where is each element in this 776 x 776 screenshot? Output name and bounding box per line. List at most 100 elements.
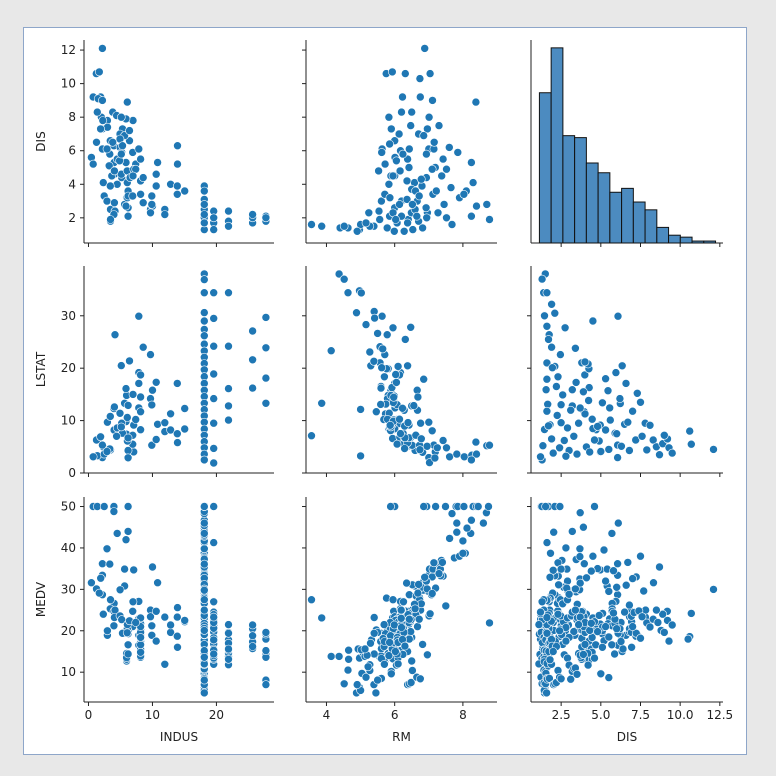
scatter-point-dis-vs-rm [412, 211, 422, 221]
scatter-point-medv-vs-indus [200, 559, 209, 569]
scatter-point-medv-vs-indus [200, 502, 209, 511]
scatter-point-medv-vs-dis [571, 605, 580, 615]
scatter-point-medv-vs-rm [473, 502, 483, 511]
scatter-point-lstat-vs-dis [563, 423, 572, 433]
x-tick-label: 8 [459, 708, 467, 722]
scatter-point-medv-vs-dis [683, 634, 693, 644]
scatter-point-dis-vs-rm [391, 215, 401, 224]
scatter-point-medv-vs-indus [147, 621, 157, 631]
scatter-point-dis-vs-indus [104, 161, 114, 171]
scatter-point-lstat-vs-dis [556, 418, 566, 428]
scatter-point-lstat-vs-indus [160, 418, 170, 428]
scatter-point-lstat-vs-dis [579, 387, 588, 397]
scatter-point-medv-vs-rm [352, 680, 362, 689]
scatter-point-dis-vs-indus [151, 181, 161, 191]
scatter-point-medv-vs-rm [413, 622, 422, 631]
scatter-point-medv-vs-dis [709, 585, 718, 594]
scatter-point-medv-vs-dis [586, 566, 596, 576]
scatter-point-lstat-vs-dis [536, 452, 545, 462]
scatter-point-dis-vs-indus [96, 124, 105, 134]
scatter-point-lstat-vs-rm [356, 451, 365, 461]
scatter-point-lstat-vs-indus [117, 361, 126, 370]
scatter-point-medv-vs-rm [419, 502, 429, 511]
scatter-point-lstat-vs-dis [686, 439, 696, 449]
scatter-point-lstat-vs-dis [558, 390, 568, 400]
hist-bar [574, 137, 587, 244]
scatter-point-medv-vs-indus [120, 564, 129, 574]
scatter-point-medv-vs-indus [106, 595, 115, 605]
scatter-point-medv-vs-indus [209, 538, 218, 547]
scatter-point-lstat-vs-indus [200, 331, 209, 341]
scatter-point-lstat-vs-dis [575, 403, 585, 413]
scatter-point-dis-vs-rm [428, 96, 437, 105]
scatter-point-medv-vs-indus [87, 578, 96, 588]
scatter-point-dis-vs-indus [121, 201, 131, 211]
scatter-point-medv-vs-indus [224, 654, 233, 664]
scatter-point-medv-vs-indus [248, 642, 257, 651]
scatter-point-lstat-vs-indus [110, 330, 120, 340]
scatter-point-dis-vs-rm [467, 158, 476, 167]
scatter-point-dis-vs-rm [427, 164, 437, 174]
scatter-point-lstat-vs-indus [121, 384, 131, 393]
scatter-point-lstat-vs-rm [378, 344, 388, 354]
scatter-point-lstat-vs-dis [547, 299, 556, 309]
scatter-point-medv-vs-dis [593, 627, 602, 636]
x-tick-label: 5.0 [591, 708, 610, 722]
scatter-point-lstat-vs-dis [544, 421, 553, 431]
scatter-point-medv-vs-dis [616, 637, 626, 646]
scatter-point-medv-vs-indus [95, 588, 104, 598]
scatter-point-dis-vs-rm [399, 227, 409, 236]
scatter-point-dis-vs-indus [173, 141, 182, 150]
scatter-point-lstat-vs-dis [585, 447, 595, 457]
scatter-point-lstat-vs-indus [209, 288, 218, 298]
scatter-point-medv-vs-dis [567, 527, 577, 536]
scatter-point-lstat-vs-rm [377, 311, 387, 321]
y-axis-label-lstat: LSTAT [34, 351, 48, 387]
scatter-point-medv-vs-dis [612, 582, 622, 592]
y-tick-label: 20 [61, 361, 76, 375]
scatter-point-medv-vs-dis [569, 627, 579, 636]
scatter-point-lstat-vs-dis [604, 445, 614, 454]
scatter-point-dis-vs-rm [438, 154, 448, 164]
scatter-point-medv-vs-rm [385, 638, 394, 647]
scatter-point-lstat-vs-indus [102, 447, 112, 456]
scatter-point-dis-vs-rm [307, 220, 316, 229]
scatter-point-dis-vs-indus [136, 190, 145, 199]
hist-bar [597, 172, 611, 244]
scatter-point-medv-vs-dis [582, 573, 591, 583]
scatter-point-dis-vs-indus [98, 44, 107, 53]
scatter-point-medv-vs-dis [652, 605, 661, 615]
scatter-point-lstat-vs-dis [538, 441, 548, 451]
scatter-point-dis-vs-indus [88, 159, 98, 169]
scatter-point-medv-vs-dis [607, 529, 617, 538]
scatter-point-medv-vs-rm [391, 647, 400, 656]
scatter-point-dis-vs-indus [128, 191, 137, 201]
scatter-point-lstat-vs-dis [556, 350, 565, 359]
scatter-point-medv-vs-indus [128, 606, 137, 616]
scatter-point-dis-vs-rm [418, 223, 427, 233]
scatter-point-lstat-vs-rm [356, 288, 366, 298]
scatter-point-medv-vs-indus [200, 652, 209, 662]
scatter-point-dis-vs-indus [138, 173, 148, 182]
scatter-point-medv-vs-rm [485, 618, 494, 628]
scatter-point-medv-vs-indus [173, 612, 182, 622]
scatter-point-lstat-vs-indus [166, 425, 175, 435]
scatter-point-dis-vs-rm [397, 107, 406, 117]
scatter-point-lstat-vs-rm [391, 370, 401, 379]
scatter-point-medv-vs-dis [579, 559, 589, 569]
scatter-point-medv-vs-dis [574, 620, 583, 629]
x-tick-label: 12.5 [706, 708, 733, 722]
scatter-point-lstat-vs-indus [248, 383, 257, 393]
scatter-point-dis-vs-rm [422, 149, 431, 159]
scatter-point-lstat-vs-indus [224, 288, 233, 298]
scatter-point-medv-vs-indus [209, 635, 218, 645]
scatter-point-dis-vs-indus [123, 211, 133, 221]
scatter-point-dis-vs-indus [102, 144, 112, 154]
scatter-point-medv-vs-dis [628, 622, 637, 631]
scatter-point-lstat-vs-indus [180, 424, 189, 434]
hist-bar [679, 236, 693, 244]
scatter-point-medv-vs-indus [136, 647, 145, 657]
scatter-point-lstat-vs-rm [406, 322, 416, 332]
scatter-point-dis-vs-indus [102, 196, 112, 206]
